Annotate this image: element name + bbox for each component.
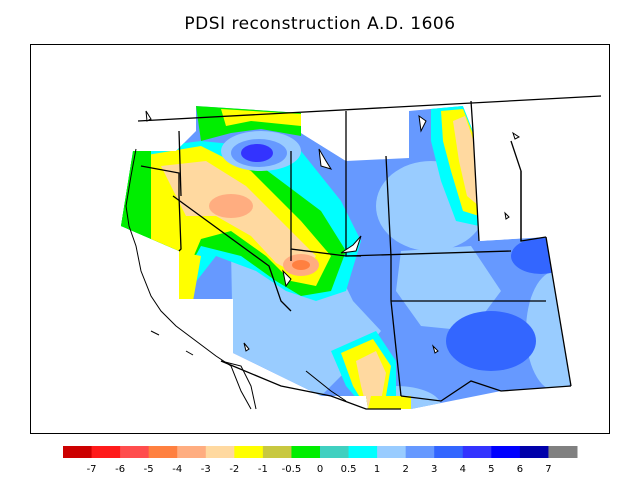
colorbar-swatch: [234, 446, 264, 458]
lake-ne: [512, 131, 520, 140]
colorbar-tick-label: 0.5: [341, 464, 357, 475]
lake-east: [504, 211, 510, 220]
border-nevada-california: [172, 195, 292, 312]
border-colorado-north: [345, 250, 512, 257]
channel-islands: [185, 350, 194, 356]
colorbar-tick-label: -1: [258, 464, 268, 475]
contour-level-neg2: [453, 116, 479, 206]
colorbar-tick-label: -6: [115, 464, 125, 475]
border-oklahoma-east: [545, 236, 572, 387]
colorbar-tick-label: 3: [431, 464, 437, 475]
channel-islands: [150, 330, 160, 336]
contour-level-neg3: [209, 194, 253, 218]
baja-coast: [220, 360, 257, 410]
no-data-dakotas: [463, 96, 601, 241]
colorbar-tick-label: 6: [517, 464, 523, 475]
colorbar-tick-label: -3: [201, 464, 211, 475]
border-texas: [400, 380, 572, 402]
colorbar-tick-label: 5: [488, 464, 494, 475]
colorbar-swatch: [177, 446, 207, 458]
colorbar-swatch: [63, 446, 93, 458]
no-data-montana: [301, 111, 346, 161]
border-oregon-nevada: [178, 195, 182, 252]
contour-level-neg1: [368, 396, 411, 409]
contour-level-2: [526, 271, 571, 391]
map-frame: [30, 44, 610, 434]
colorbar-tick-label: -4: [172, 464, 182, 475]
colorbar-swatch: [120, 446, 150, 458]
colorbar-swatch: [91, 446, 121, 458]
border-colorado-utah: [385, 155, 402, 397]
pacific-coast: [125, 148, 252, 410]
colorbar-tick-label: -7: [87, 464, 97, 475]
pdsi-map: [121, 95, 602, 410]
gulf-of-california: [305, 370, 347, 402]
colorbar-tick-label: 1: [374, 464, 380, 475]
map-title: PDSI reconstruction A.D. 1606: [184, 14, 456, 34]
lake-tahoe: [282, 269, 292, 288]
lake-sw: [431, 344, 439, 354]
contour-level-4: [446, 311, 536, 371]
colorbar-tick-label: 0: [317, 464, 323, 475]
border-dakotas: [470, 100, 480, 242]
colorbar-tick-label: 2: [402, 464, 408, 475]
no-data-california: [131, 251, 233, 353]
contour-level-neg1: [176, 251, 201, 301]
colorbar-swatch: [320, 446, 350, 458]
great-salt-lake: [340, 235, 362, 254]
lake-south: [243, 342, 250, 352]
colorbar-legend: -7 -6 -5 -4 -3 -2 -1 -0.5 0 0.5 1 2 3 4 5 6 7: [63, 446, 578, 475]
coastline: [125, 148, 347, 410]
colorbar-swatch: [462, 446, 492, 458]
colorbar-swatch: [491, 446, 521, 458]
colorbar-swatch: [519, 446, 549, 458]
colorbar-swatch: [262, 446, 292, 458]
contour-level-neg2: [356, 351, 386, 409]
colorbar-tick-label: -2: [229, 464, 239, 475]
contour-level-5: [241, 144, 273, 162]
yellowstone-lake: [318, 148, 333, 170]
colorbar-swatch: [405, 446, 435, 458]
lakes: [145, 110, 520, 354]
border-washington-oregon: [140, 165, 180, 196]
contour-level-neg4: [292, 260, 310, 270]
colorbar-tick-label: 7: [545, 464, 551, 475]
colorbar-swatch: [148, 446, 178, 458]
colorbar-tick-label: -0.5: [282, 464, 302, 475]
border-us-canada: [137, 95, 602, 122]
contour-level-4: [511, 238, 571, 274]
boundaries: [137, 95, 602, 410]
colorbar-swatch: [348, 446, 378, 458]
colorbar-swatch: [205, 446, 235, 458]
border-us-mexico: [220, 360, 401, 410]
lake-nw: [145, 110, 152, 122]
lake-north: [418, 114, 427, 133]
colorbar-tick-label: -5: [144, 464, 154, 475]
colorbar-swatch: [434, 446, 464, 458]
colorbar-swatches: [63, 446, 578, 458]
border-idaho-west: [178, 130, 182, 197]
colorbar-labels: -7 -6 -5 -4 -3 -2 -1 -0.5 0 0.5 1 2 3 4 5 6 7: [87, 464, 552, 475]
colorbar-swatch: [377, 446, 407, 458]
contour-level-neg2: [161, 161, 316, 276]
colorbar-tick-label: 4: [460, 464, 466, 475]
colorbar-swatch: [291, 446, 321, 458]
colorbar-swatch: [548, 446, 578, 458]
contour-level-2: [396, 246, 501, 331]
